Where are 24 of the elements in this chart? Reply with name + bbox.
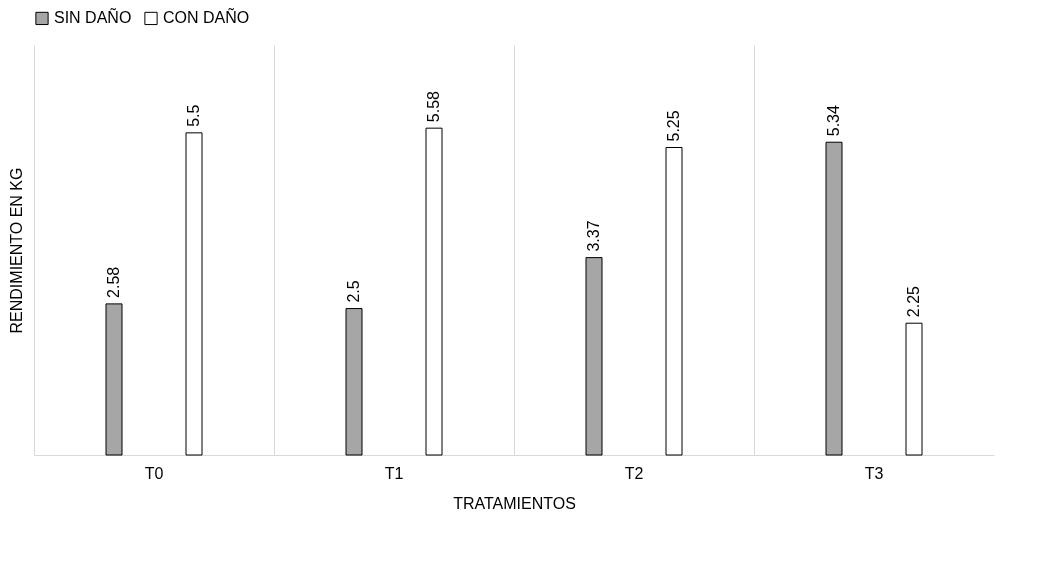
legend-label: CON DAÑO [163,7,250,27]
x-axis-title: TRATAMIENTOS [453,494,576,512]
data-label: 5.58 [425,90,442,123]
data-label: 2.5 [345,280,362,303]
data-label: 5.25 [665,110,682,142]
y-axis-title: RENDIMIENTO EN KG [7,167,25,334]
x-tick-label: T3 [864,464,884,482]
data-label: 5.34 [825,104,842,137]
bar [665,147,683,456]
data-label: 2.25 [905,285,922,318]
bar [105,303,123,456]
x-tick-label: T1 [384,464,404,482]
legend-label: SIN DAÑO [54,7,132,27]
data-label: 3.37 [585,220,602,252]
bar [345,308,363,456]
data-label: 5.5 [185,104,202,127]
x-tick-label: T2 [624,464,644,482]
bar [825,141,843,456]
data-label: 2.58 [105,266,122,298]
bar [185,132,203,456]
bar [425,127,443,456]
bar [905,322,923,456]
bar [585,257,603,456]
x-tick-label: T0 [144,464,164,482]
